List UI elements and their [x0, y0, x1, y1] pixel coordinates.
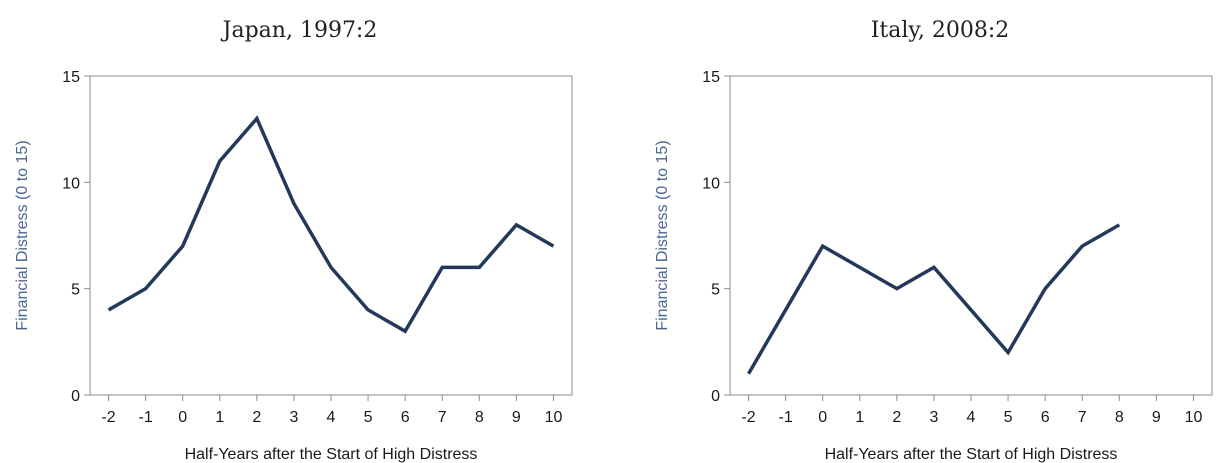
series-line: [107, 115, 555, 334]
data-point: [746, 371, 752, 377]
y-tick-label: 10: [702, 175, 720, 192]
x-tick-label: 1: [215, 409, 224, 426]
x-axis-label: Half-Years after the Start of High Distr…: [825, 446, 1118, 463]
x-axis-label: Half-Years after the Start of High Distr…: [185, 446, 478, 463]
series-line: [747, 223, 1121, 375]
data-point: [894, 286, 900, 292]
x-tick-label: 5: [1004, 409, 1013, 426]
plot-area: [89, 75, 573, 396]
data-point: [931, 264, 937, 270]
data-point: [550, 243, 556, 249]
x-tick-label: 1: [855, 409, 864, 426]
plot-area: [729, 75, 1213, 396]
data-point: [439, 264, 445, 270]
data-point: [402, 328, 408, 334]
chart-title: Japan, 1997:2: [222, 18, 378, 43]
x-tick-label: 4: [327, 409, 336, 426]
x-tick-label: 6: [401, 409, 410, 426]
y-tick-label: 5: [711, 282, 720, 299]
data-point: [783, 307, 789, 313]
data-point: [180, 243, 186, 249]
x-tick-label: 0: [178, 409, 187, 426]
line-chart-japan: 0 5 10 15 -2 -1 0 1 2 3 4 5 6 7 8 9 10 Half-Years after t…: [14, 69, 573, 463]
y-tick-label: 15: [62, 69, 80, 86]
data-point: [857, 264, 863, 270]
x-tick-label: 7: [1078, 409, 1087, 426]
x-tick-label: 0: [818, 409, 827, 426]
x-tick-label: 10: [545, 409, 563, 426]
data-point: [968, 307, 974, 313]
x-tick-label: 9: [512, 409, 521, 426]
data-point: [1042, 286, 1048, 292]
x-tick-label: 7: [438, 409, 447, 426]
data-point: [143, 286, 149, 292]
chart-panel-japan: Japan, 1997:2 0 5 10 15 -2 -1 0 1 2 3 4 5 6 7 8 9 10 Half…: [0, 0, 600, 463]
y-tick-label: 10: [62, 175, 80, 192]
x-tick-label: -2: [741, 409, 755, 426]
data-point: [513, 222, 519, 228]
x-tick-label: 8: [475, 409, 484, 426]
x-tick-label: 8: [1115, 409, 1124, 426]
x-tick-label: 5: [364, 409, 373, 426]
chart-title: Italy, 2008:2: [870, 18, 1010, 43]
data-point: [1116, 222, 1122, 228]
x-tick-label: 6: [1041, 409, 1050, 426]
y-axis-label: Financial Distress (0 to 15): [14, 140, 31, 330]
y-tick-label: 5: [71, 282, 80, 299]
data-point: [1005, 349, 1011, 355]
x-tick-label: 10: [1185, 409, 1203, 426]
data-point: [291, 201, 297, 207]
data-point: [820, 243, 826, 249]
y-axis-label: Financial Distress (0 to 15): [654, 140, 671, 330]
data-point: [328, 264, 334, 270]
y-tick-label: 0: [711, 388, 720, 405]
y-tick-label: 15: [702, 69, 720, 86]
x-tick-label: 2: [892, 409, 901, 426]
y-tick-label: 0: [71, 388, 80, 405]
x-tick-label: 9: [1152, 409, 1161, 426]
data-point: [1079, 243, 1085, 249]
line-chart-italy: 0 5 10 15 -2 -1 0 1 2 3 4 5 6 7 8 9 10 Half-Years after t…: [654, 69, 1213, 463]
x-tick-label: 3: [929, 409, 938, 426]
data-point: [106, 307, 112, 313]
data-point: [476, 264, 482, 270]
data-point: [254, 116, 260, 122]
x-tick-label: -2: [101, 409, 115, 426]
x-tick-label: -1: [138, 409, 152, 426]
x-tick-label: 2: [252, 409, 261, 426]
chart-panel-italy: Italy, 2008:2 0 5 10 15 -2 -1 0 1 2 3 4 5 6 7 8 9 10 Half…: [640, 0, 1216, 463]
data-point: [365, 307, 371, 313]
x-tick-label: 3: [289, 409, 298, 426]
data-point: [217, 158, 223, 164]
x-tick-label: -1: [778, 409, 792, 426]
x-tick-label: 4: [967, 409, 976, 426]
